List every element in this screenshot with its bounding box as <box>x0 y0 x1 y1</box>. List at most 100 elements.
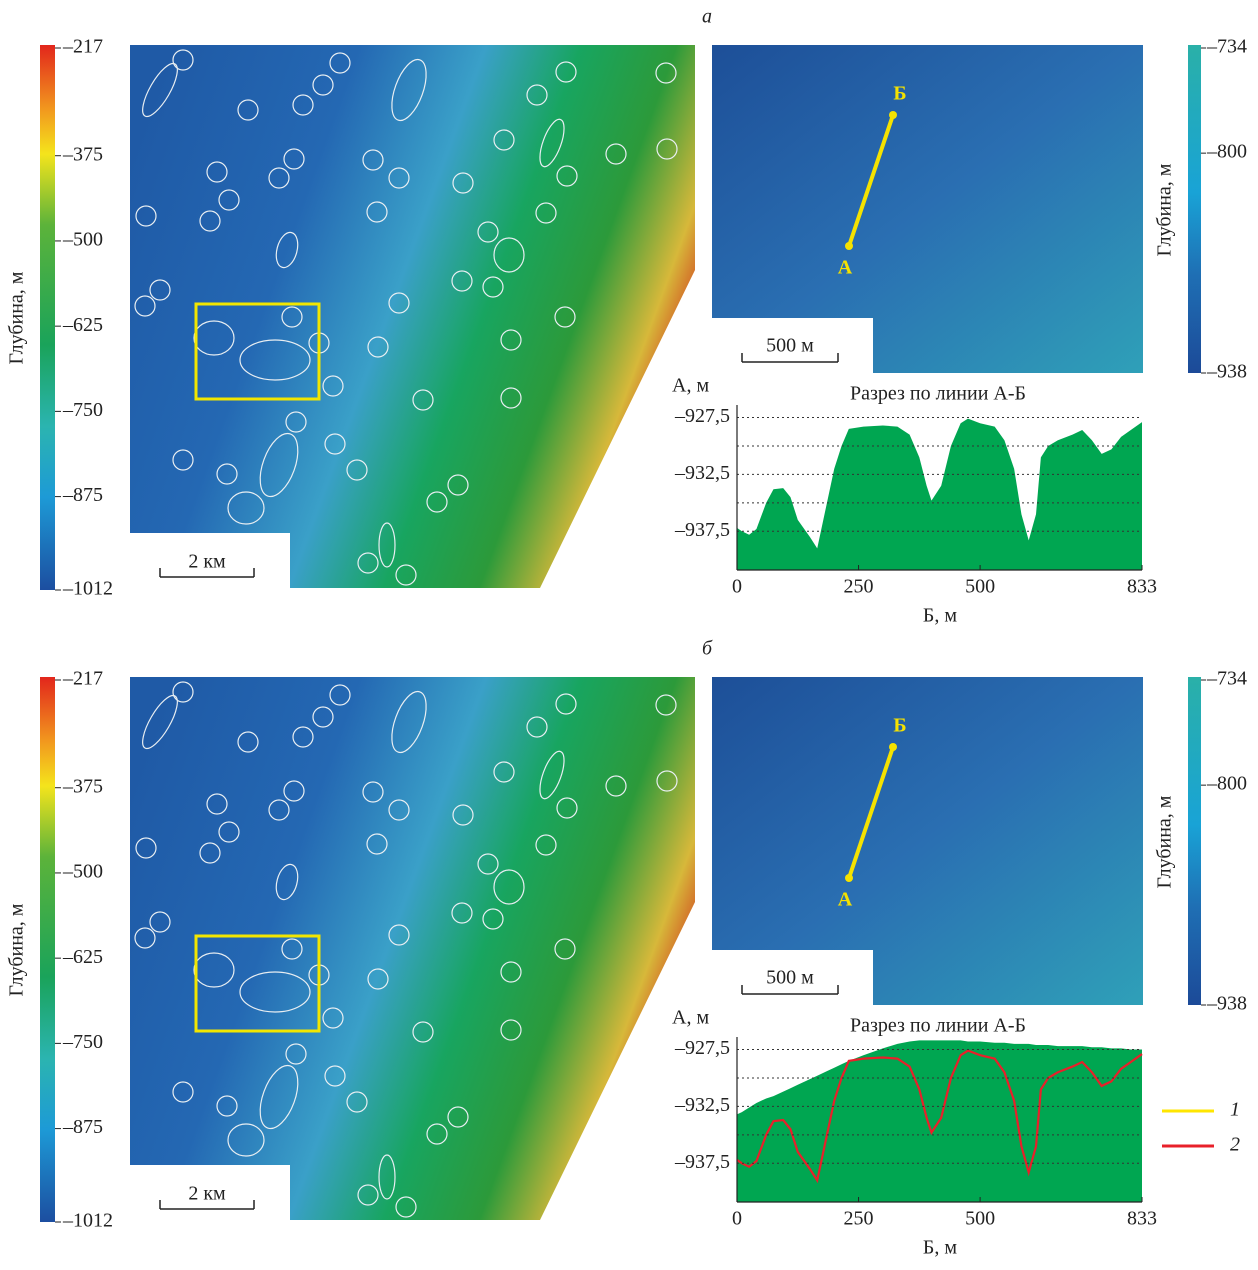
feature-ellipse <box>259 432 299 498</box>
feature-circle <box>357 1184 379 1206</box>
feature-ellipse <box>539 118 565 168</box>
feature-circle <box>312 706 334 728</box>
profile-end <box>889 111 897 119</box>
feature-circle <box>605 775 627 797</box>
feature-circle <box>172 49 194 71</box>
feature-ellipse <box>275 231 299 269</box>
y-axis-label: А, м <box>672 1007 709 1029</box>
feature-circle <box>500 387 522 409</box>
feature-circle <box>149 279 171 301</box>
colorbar-title: Глубина, м <box>1154 795 1176 888</box>
feature-circle <box>452 804 474 826</box>
feature-circle <box>312 74 334 96</box>
feature-circle <box>366 833 388 855</box>
point-label: А <box>838 257 853 279</box>
y-tick-label: –932,5 <box>674 462 730 484</box>
profile-line <box>847 746 895 879</box>
feature-circle <box>555 61 577 83</box>
feature-ellipse <box>239 971 311 1013</box>
feature-circle <box>500 961 522 983</box>
colorbar-tick-label: –625 <box>62 946 103 968</box>
feature-circle <box>357 552 379 574</box>
profile-area <box>737 418 1142 570</box>
feature-circle <box>554 306 576 328</box>
feature-circle <box>172 449 194 471</box>
chart-title: Разрез по линии А-Б <box>850 383 1026 405</box>
x-tick-label: 250 <box>844 1208 874 1230</box>
feature-circle <box>452 172 474 194</box>
area-box <box>194 934 321 1033</box>
colorbar-tick-label: –734 <box>1206 668 1247 690</box>
colorbar-tick-label: –750 <box>62 1031 103 1053</box>
x-tick-label: 833 <box>1127 576 1157 598</box>
feature-circle <box>346 1091 368 1113</box>
feature-circle <box>268 799 290 821</box>
feature-circle <box>367 968 389 990</box>
chart-title: Разрез по линии А-Б <box>850 1015 1026 1037</box>
feature-circle <box>500 1019 522 1041</box>
legend-label: 2 <box>1230 1134 1240 1156</box>
feature-circle <box>535 834 557 856</box>
feature-ellipse <box>493 237 525 273</box>
feature-ellipse <box>275 863 299 901</box>
area-box <box>194 302 321 401</box>
feature-circle <box>134 295 156 317</box>
point-label: Б <box>893 83 906 105</box>
colorbar-tick-label: –875 <box>62 1116 103 1138</box>
feature-circle <box>451 902 473 924</box>
colorbar-tick-label: –375 <box>62 775 103 797</box>
x-tick-label: 0 <box>732 1208 742 1230</box>
feature-circle <box>281 938 303 960</box>
feature-circle <box>447 474 469 496</box>
feature-ellipse <box>378 1154 396 1200</box>
colorbar-tick-label: –217 <box>62 36 103 58</box>
feature-circle <box>237 731 259 753</box>
colorbar-tick-label: –1012 <box>62 578 113 600</box>
profile-end <box>889 743 897 751</box>
colorbar <box>1188 45 1201 373</box>
feature-circle <box>477 221 499 243</box>
feature-circle <box>283 780 305 802</box>
feature-circle <box>412 1021 434 1043</box>
feature-circle <box>500 329 522 351</box>
profile-line <box>736 1049 1143 1184</box>
feature-circle <box>555 693 577 715</box>
x-tick-label: 833 <box>1127 1208 1157 1230</box>
feature-circle <box>367 336 389 358</box>
feature-circle <box>447 1106 469 1128</box>
feature-ellipse <box>391 58 427 122</box>
colorbar-tick-label: –625 <box>62 314 103 336</box>
colorbar-tick-label: –938 <box>1206 993 1247 1015</box>
feature-ellipse <box>239 339 311 381</box>
legend-label: 1 <box>1230 1099 1240 1121</box>
feature-circle <box>656 770 678 792</box>
feature-circle <box>135 205 157 227</box>
colorbar-title: Глубина, м <box>6 271 28 364</box>
x-axis-label: Б, м <box>923 605 957 627</box>
feature-circle <box>362 149 384 171</box>
feature-circle <box>535 202 557 224</box>
feature-ellipse <box>227 491 265 525</box>
map-surface <box>130 677 695 1220</box>
feature-circle <box>482 908 504 930</box>
feature-circle <box>366 201 388 223</box>
feature-circle <box>362 781 384 803</box>
feature-circle <box>149 911 171 933</box>
feature-circle <box>395 1196 417 1218</box>
colorbar <box>40 45 55 590</box>
scale-label: 2 км <box>188 551 226 573</box>
feature-ellipse <box>391 690 427 754</box>
feature-circle <box>655 694 677 716</box>
feature-circle <box>526 716 548 738</box>
feature-circle <box>346 459 368 481</box>
panel-label: а <box>702 6 712 28</box>
colorbar-tick-label: –500 <box>62 229 103 251</box>
feature-circle <box>292 726 314 748</box>
feature-circle <box>283 148 305 170</box>
feature-circle <box>268 167 290 189</box>
feature-circle <box>172 681 194 703</box>
feature-ellipse <box>193 320 235 356</box>
colorbar-tick-label: –1012 <box>62 1210 113 1232</box>
feature-circle <box>216 463 238 485</box>
